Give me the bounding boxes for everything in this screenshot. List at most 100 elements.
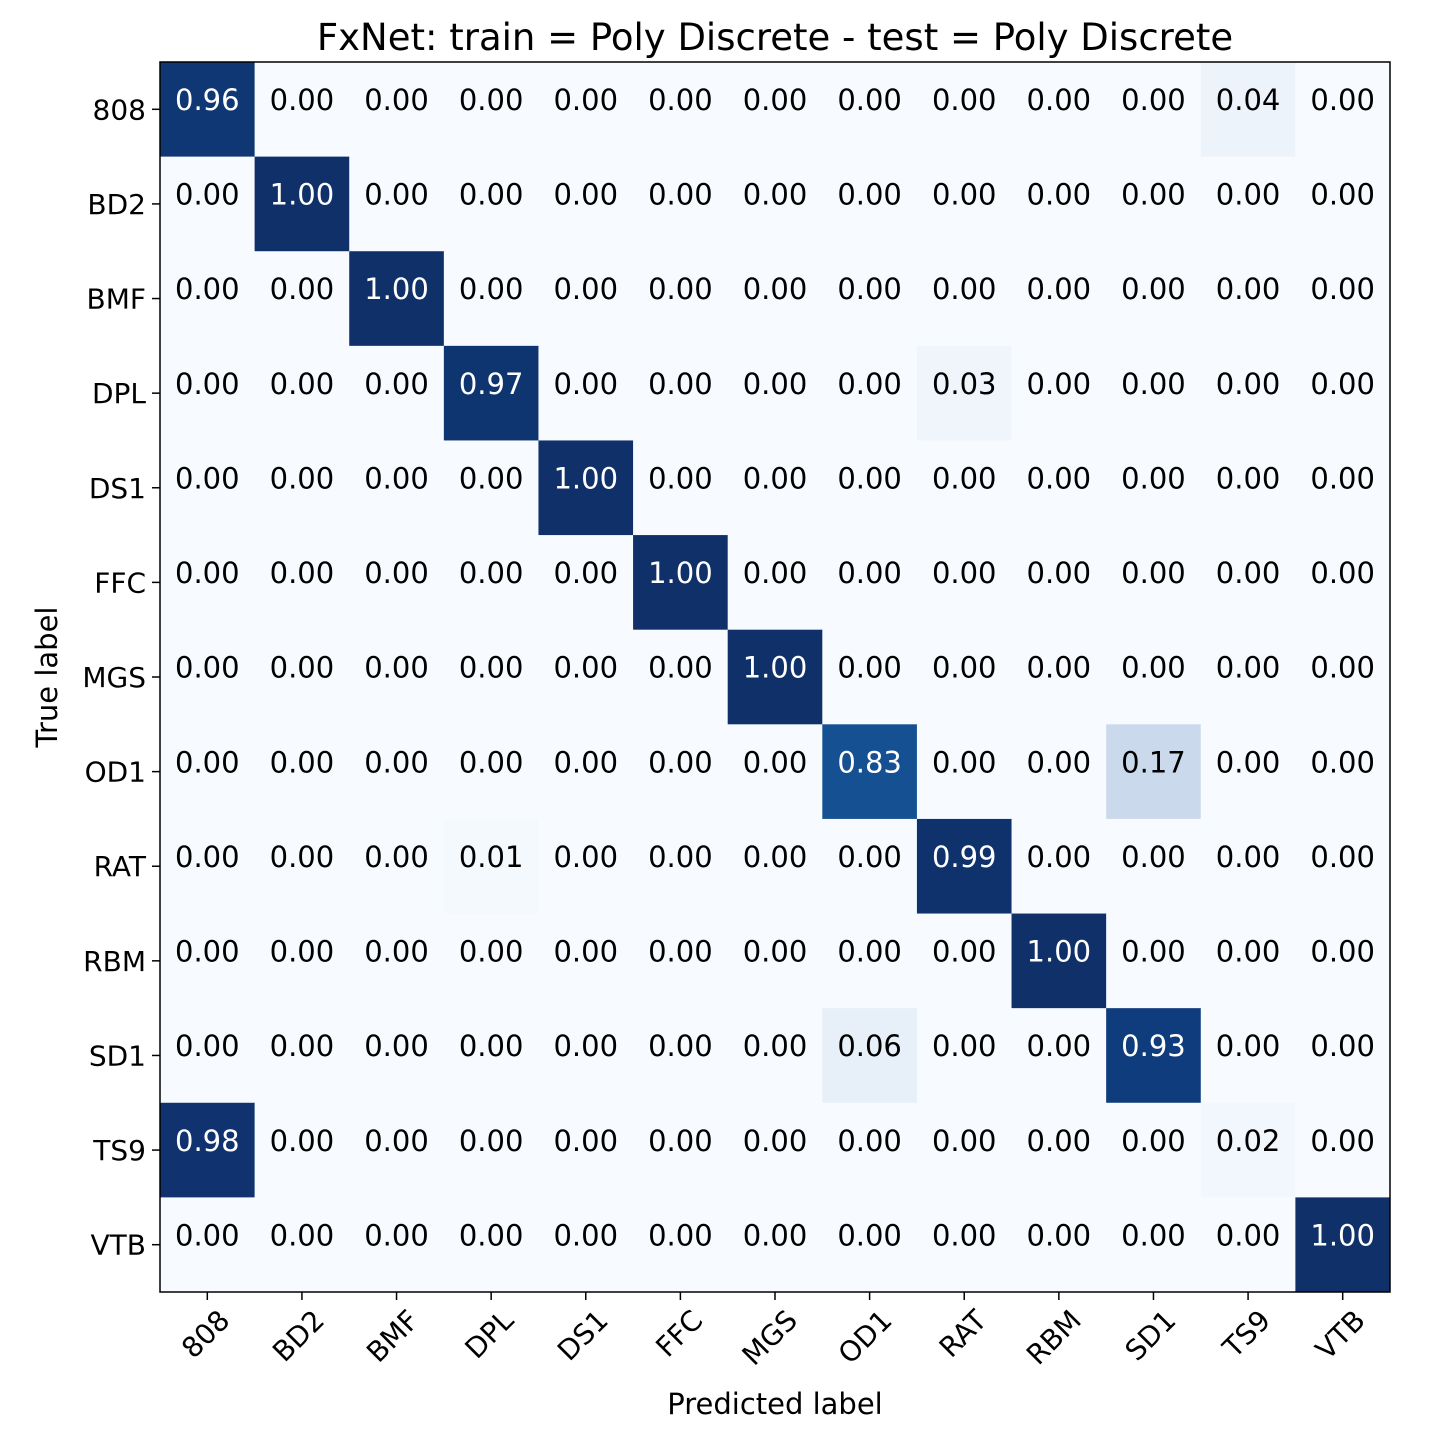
cell-value-label: 0.00 [364, 651, 429, 685]
cell-value-label: 0.99 [932, 840, 997, 874]
heatmap-cell [633, 62, 729, 158]
heatmap-cell [1295, 156, 1391, 252]
heatmap-cell [254, 629, 350, 725]
heatmap-cell [633, 1102, 729, 1198]
cell-value-label: 0.00 [743, 1029, 808, 1063]
heatmap-cell [160, 818, 256, 915]
cell-value-label: 0.00 [364, 1124, 429, 1158]
cell-value-label: 0.00 [932, 1218, 997, 1252]
heatmap-cell [160, 913, 256, 1009]
cell-value-label: 0.93 [1121, 1029, 1186, 1063]
heatmap-cell [349, 251, 445, 347]
heatmap-cell [1011, 913, 1107, 1009]
heatmap-cell [443, 913, 539, 1009]
heatmap-cell [1011, 629, 1107, 725]
cell-value-label: 0.00 [364, 461, 429, 495]
x-tick-label: DPL [459, 1303, 521, 1365]
heatmap-cell [822, 62, 918, 158]
heatmap-cell [160, 724, 256, 820]
heatmap-cell [1295, 818, 1391, 915]
y-tick-label: MGS [82, 661, 146, 694]
heatmap-cell [1200, 913, 1296, 1009]
cell-value-label: 0.00 [1216, 1029, 1281, 1063]
heatmap-cell [1011, 535, 1107, 631]
cell-value-label: 0.00 [270, 556, 335, 590]
cell-value-label: 1.00 [364, 272, 429, 306]
heatmap-cell [1106, 1102, 1202, 1198]
cell-value-label: 0.00 [743, 367, 808, 401]
heatmap-cell [538, 440, 634, 536]
y-axis-ticks: 808 BD2 BMF DPL DS1 FFC MGS OD1 RAT RBM SD1 TS9 VTB [82, 93, 160, 1262]
cell-value-label: 0.00 [743, 1124, 808, 1158]
heatmap-cell [822, 251, 918, 347]
heatmap-cell [1011, 440, 1107, 536]
heatmap-cell [538, 1008, 634, 1104]
heatmap-cell [443, 535, 539, 631]
heatmap-cell [1295, 1008, 1391, 1104]
heatmap-cell [727, 251, 823, 347]
cell-value-label: 0.00 [270, 367, 335, 401]
cell-value-label: 0.00 [1216, 556, 1281, 590]
cell-value-label: 0.00 [1027, 745, 1092, 779]
cell-value-label: 0.00 [837, 1124, 902, 1158]
cell-value-label: 0.00 [459, 651, 524, 685]
cell-value-label: 0.00 [837, 272, 902, 306]
heatmap-cell [727, 913, 823, 1009]
cell-value-label: 0.00 [364, 840, 429, 874]
cell-value-label: 0.00 [459, 1029, 524, 1063]
cell-value-label: 0.00 [459, 83, 524, 117]
heatmap-cell [822, 629, 918, 725]
heatmap-cell [538, 251, 634, 347]
cell-value-label: 0.00 [270, 745, 335, 779]
cell-value-label: 0.00 [1216, 461, 1281, 495]
cell-value-label: 0.00 [932, 1029, 997, 1063]
heatmap-cell [254, 1102, 350, 1198]
cell-value-label: 0.00 [459, 461, 524, 495]
cell-value-label: 0.00 [1216, 935, 1281, 969]
heatmap-cell [349, 1102, 445, 1198]
cell-value-label: 0.00 [553, 272, 618, 306]
heatmap-cell [822, 156, 918, 252]
cell-value-label: 0.00 [553, 935, 618, 969]
cell-value-label: 0.04 [1216, 83, 1281, 117]
cell-value-label: 0.00 [459, 556, 524, 590]
y-tick-label: SD1 [89, 1039, 146, 1072]
x-tick-label: SD1 [1119, 1304, 1183, 1368]
cell-value-label: 0.00 [648, 1029, 713, 1063]
heatmap-cell [160, 629, 256, 725]
cell-value-label: 0.00 [1216, 1218, 1281, 1252]
heatmap-cell [727, 62, 823, 158]
cell-value-label: 0.00 [1027, 1029, 1092, 1063]
cell-value-label: 0.00 [1027, 461, 1092, 495]
cell-value-label: 0.00 [175, 840, 240, 874]
heatmap-cell [538, 1102, 634, 1198]
cell-value-label: 0.00 [837, 935, 902, 969]
heatmap-cell [349, 156, 445, 252]
heatmap-cell [1011, 156, 1107, 252]
cell-value-label: 0.00 [648, 935, 713, 969]
cell-value-label: 0.00 [1310, 840, 1375, 874]
heatmap-cell [1106, 1008, 1202, 1104]
cell-value-label: 0.00 [648, 83, 713, 117]
cell-value-label: 1.00 [1027, 935, 1092, 969]
cell-value-label: 0.00 [1310, 367, 1375, 401]
cell-value-label: 0.00 [553, 840, 618, 874]
heatmap-cell [727, 535, 823, 631]
heatmap-cell [254, 156, 350, 252]
heatmap-cell [727, 818, 823, 915]
heatmap-cell [443, 1008, 539, 1104]
heatmap-cell [1200, 345, 1296, 441]
heatmap-cell [727, 440, 823, 536]
cell-value-label: 0.83 [837, 745, 902, 779]
heatmap-cell [254, 724, 350, 820]
cell-value-label: 0.00 [364, 935, 429, 969]
cell-value-label: 0.03 [932, 367, 997, 401]
cell-value-label: 0.00 [1121, 1124, 1186, 1158]
cell-value-label: 0.00 [175, 651, 240, 685]
heatmap-cell [1295, 345, 1391, 441]
x-tick-label: DS1 [551, 1304, 615, 1368]
heatmap-cell [1200, 1197, 1296, 1293]
heatmap-cell [443, 440, 539, 536]
cell-value-label: 0.00 [1027, 556, 1092, 590]
